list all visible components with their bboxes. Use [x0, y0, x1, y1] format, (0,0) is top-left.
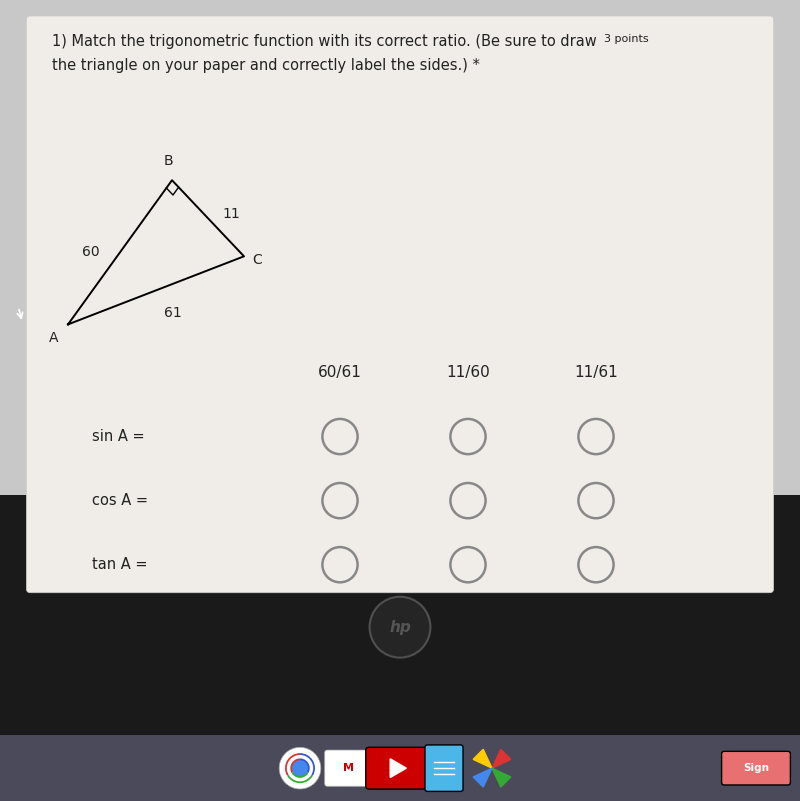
Bar [0, 735, 800, 801]
Polygon shape [492, 768, 511, 787]
FancyBboxPatch shape [425, 745, 463, 791]
Text: 3 points: 3 points [604, 34, 649, 44]
Text: 11/60: 11/60 [446, 365, 490, 380]
Text: 60: 60 [82, 245, 100, 260]
Text: Sign: Sign [743, 763, 769, 773]
Text: 11: 11 [222, 207, 240, 221]
Text: 1) Match the trigonometric function with its correct ratio. (Be sure to draw: 1) Match the trigonometric function with… [52, 34, 597, 50]
Polygon shape [473, 749, 492, 768]
Text: 11/61: 11/61 [574, 365, 618, 380]
Text: 60/61: 60/61 [318, 365, 362, 380]
Polygon shape [390, 759, 406, 778]
Polygon shape [473, 768, 492, 787]
Wedge shape [287, 768, 313, 783]
Text: sin A =: sin A = [92, 429, 145, 444]
Circle shape [370, 597, 430, 658]
Wedge shape [285, 753, 300, 775]
Circle shape [292, 760, 308, 776]
FancyBboxPatch shape [325, 750, 371, 787]
Circle shape [279, 747, 321, 789]
Bar [0, 495, 800, 735]
Text: C: C [252, 253, 262, 268]
Polygon shape [492, 749, 511, 768]
FancyBboxPatch shape [26, 16, 774, 593]
Bar [30, 20, 770, 573]
Wedge shape [300, 753, 315, 775]
Text: the triangle on your paper and correctly label the sides.) *: the triangle on your paper and correctly… [52, 58, 480, 73]
Text: tan A =: tan A = [92, 557, 147, 572]
Text: B: B [163, 155, 173, 168]
Text: A: A [49, 331, 58, 344]
Text: cos A =: cos A = [92, 493, 148, 508]
FancyBboxPatch shape [722, 751, 790, 785]
Text: M: M [342, 763, 354, 773]
Text: hp: hp [389, 620, 411, 634]
FancyBboxPatch shape [366, 747, 426, 789]
Text: 61: 61 [164, 307, 182, 320]
